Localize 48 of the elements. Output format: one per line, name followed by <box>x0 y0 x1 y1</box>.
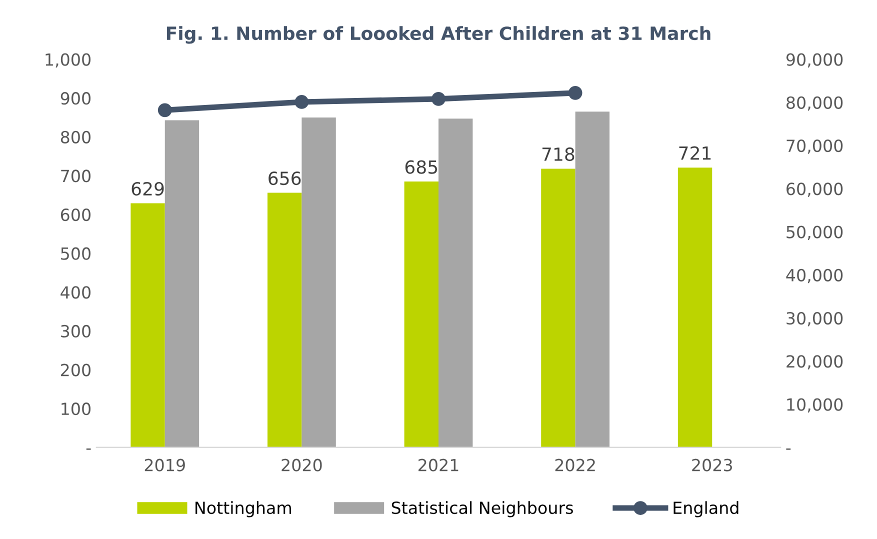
point <box>158 103 172 118</box>
x-tick-label: 2019 <box>144 458 185 472</box>
chart-title: Fig. 1. Number of Loooked After Children at 31 March <box>166 26 710 44</box>
y-tick-label: 1,000 <box>46 53 90 68</box>
y2-tick-label: 10,000 <box>787 398 843 413</box>
x-tick-label: 2022 <box>555 458 595 472</box>
bar <box>130 203 165 448</box>
point <box>294 95 309 109</box>
data-label: 685 <box>405 160 438 174</box>
y-tick-label: 400 <box>60 286 90 299</box>
data-label: 718 <box>542 147 574 162</box>
legend-label: Nottingham <box>196 501 292 518</box>
y2-tick-label: - <box>786 448 791 450</box>
data-label: 629 <box>132 182 164 196</box>
y-tick-label: 200 <box>61 364 90 376</box>
y-tick-label: 100 <box>62 402 90 416</box>
y2-tick-label: 60,000 <box>786 182 843 197</box>
bar <box>164 120 200 448</box>
y2-tick-label: 70,000 <box>786 139 843 154</box>
y2-tick-label: 20,000 <box>786 355 843 370</box>
y-tick-label: 900 <box>60 92 90 105</box>
y-tick-label: 600 <box>60 208 90 222</box>
y2-tick-label: 80,000 <box>786 96 843 111</box>
y2-tick-label: 90,000 <box>786 53 843 68</box>
y-tick-label: 700 <box>61 170 90 182</box>
legend-label: England <box>674 501 738 518</box>
y2-tick-label: 40,000 <box>786 268 843 284</box>
bar <box>267 192 302 448</box>
data-label: 656 <box>268 171 301 186</box>
legend-label: Statistical Neighbours <box>392 501 573 518</box>
y-tick-label: 300 <box>61 324 90 338</box>
y-tick-label: 800 <box>60 130 90 144</box>
bar <box>438 118 473 448</box>
bar <box>302 118 336 448</box>
point <box>568 86 582 100</box>
bar <box>678 168 712 448</box>
y2-tick-label: 50,000 <box>786 226 843 240</box>
bar <box>575 112 610 448</box>
x-tick-label: 2020 <box>282 458 322 472</box>
bar <box>541 168 576 448</box>
y-tick-label: 500 <box>61 247 90 260</box>
y2-tick-label: 30,000 <box>786 312 843 326</box>
data-label: 721 <box>679 146 711 160</box>
x-tick-label: 2023 <box>692 458 732 472</box>
point <box>432 92 446 106</box>
y-tick-label: - <box>86 448 91 450</box>
bar <box>404 182 438 448</box>
x-tick-label: 2021 <box>418 458 458 472</box>
